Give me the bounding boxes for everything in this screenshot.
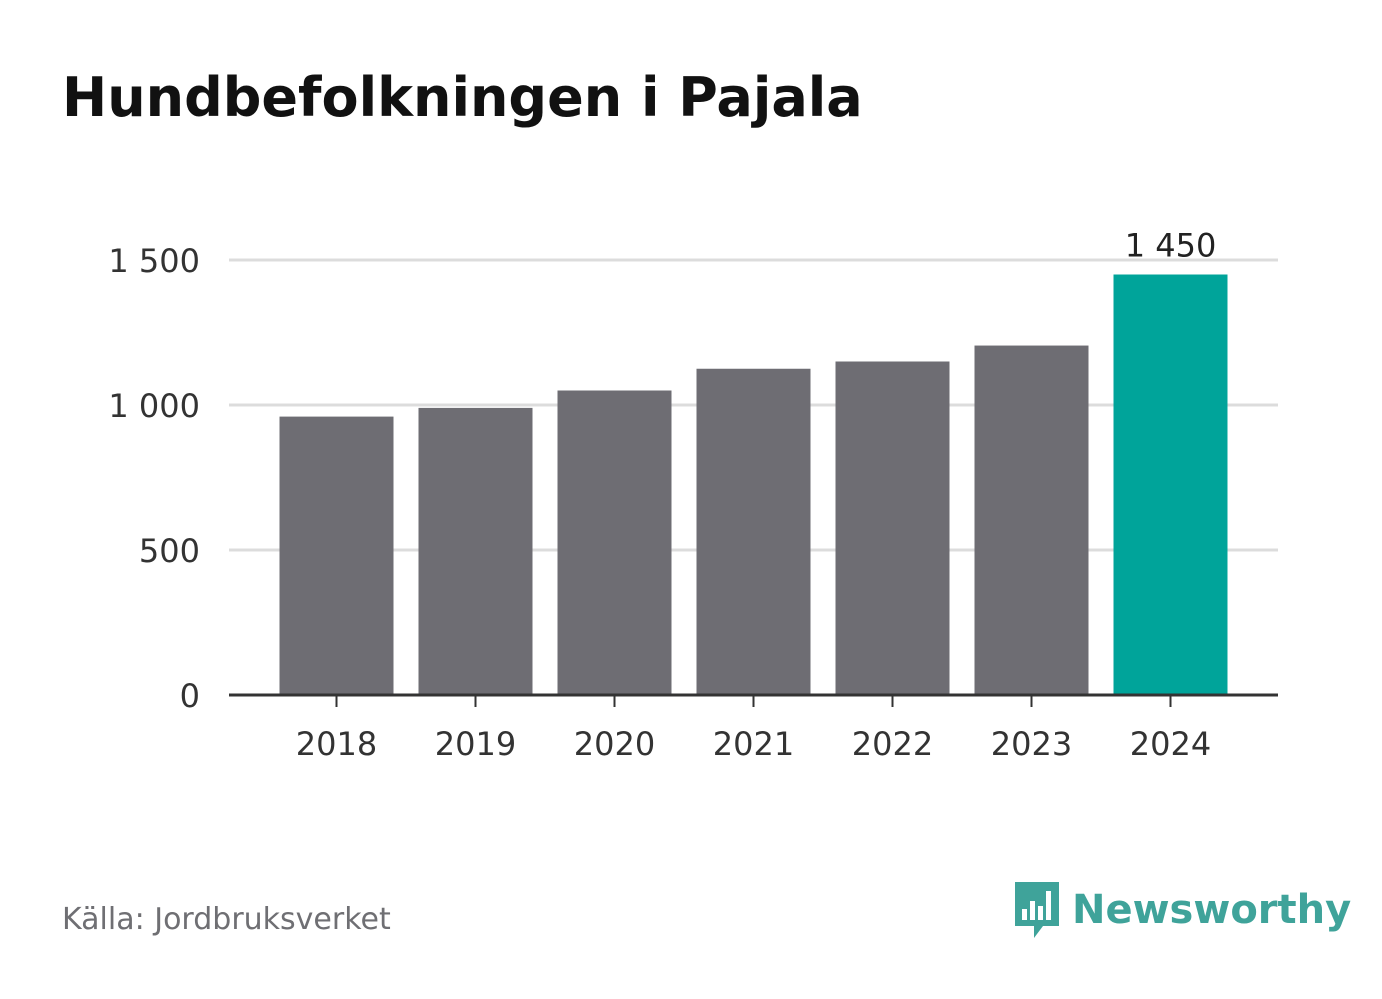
y-tick-label: 0: [180, 677, 200, 715]
x-tick-label: 2023: [991, 725, 1072, 763]
y-axis-ticks: 0 500 1 000 1 500: [108, 242, 200, 715]
x-tick-label: 2021: [713, 725, 794, 763]
source-note: Källa: Jordbruksverket: [62, 902, 391, 937]
x-tick-label: 2020: [574, 725, 655, 763]
y-tick-label: 500: [139, 532, 200, 570]
chart-title: Hundbefolkningen i Pajala: [62, 66, 863, 129]
y-tick-label: 1 000: [108, 387, 200, 425]
bars: [279, 274, 1228, 695]
bar: [1113, 274, 1228, 695]
bar: [418, 407, 533, 695]
x-tick-label: 2018: [296, 725, 377, 763]
data-label: 1 450: [1125, 227, 1217, 265]
bar: [557, 390, 672, 695]
y-tick-label: 1 500: [108, 242, 200, 280]
x-axis: 2018 2019 2020 2021 2022 2023 2024: [229, 693, 1278, 763]
x-tick-label: 2024: [1130, 725, 1211, 763]
bar: [696, 368, 811, 695]
x-tick-label: 2022: [852, 725, 933, 763]
brand-name: Newsworthy: [1072, 887, 1352, 933]
newsworthy-logo-icon: [1015, 882, 1059, 938]
x-tick-label: 2019: [435, 725, 516, 763]
data-labels: 1 450: [1125, 227, 1217, 265]
bar: [835, 361, 950, 695]
bar: [974, 345, 1089, 695]
bar: [279, 416, 394, 695]
newsworthy-logo: Newsworthy: [1012, 878, 1351, 942]
